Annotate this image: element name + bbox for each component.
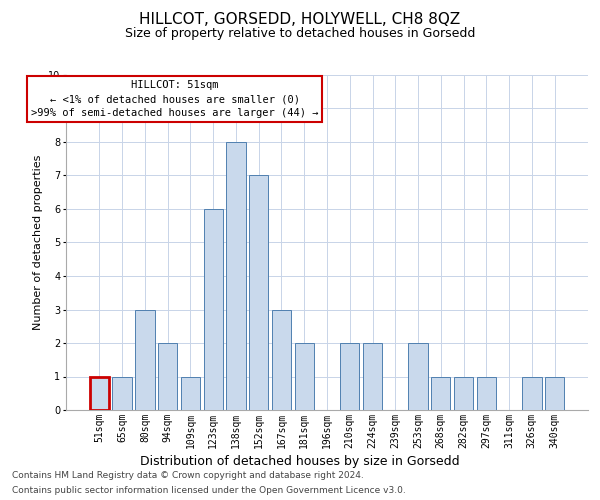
Bar bbox=[363, 343, 382, 410]
Bar bbox=[295, 343, 314, 410]
Bar bbox=[135, 310, 155, 410]
Bar bbox=[431, 376, 451, 410]
Bar bbox=[476, 376, 496, 410]
Text: HILLCOT: 51sqm
← <1% of detached houses are smaller (0)
>99% of semi-detached ho: HILLCOT: 51sqm ← <1% of detached houses … bbox=[31, 80, 318, 118]
Y-axis label: Number of detached properties: Number of detached properties bbox=[32, 155, 43, 330]
Text: Size of property relative to detached houses in Gorsedd: Size of property relative to detached ho… bbox=[125, 28, 475, 40]
Bar bbox=[90, 376, 109, 410]
Bar bbox=[545, 376, 564, 410]
Text: Contains HM Land Registry data © Crown copyright and database right 2024.: Contains HM Land Registry data © Crown c… bbox=[12, 471, 364, 480]
Bar bbox=[249, 176, 268, 410]
Text: Contains public sector information licensed under the Open Government Licence v3: Contains public sector information licen… bbox=[12, 486, 406, 495]
Text: Distribution of detached houses by size in Gorsedd: Distribution of detached houses by size … bbox=[140, 455, 460, 468]
Bar bbox=[112, 376, 132, 410]
Text: HILLCOT, GORSEDD, HOLYWELL, CH8 8QZ: HILLCOT, GORSEDD, HOLYWELL, CH8 8QZ bbox=[139, 12, 461, 28]
Bar bbox=[181, 376, 200, 410]
Bar bbox=[409, 343, 428, 410]
Bar bbox=[203, 209, 223, 410]
Bar bbox=[226, 142, 245, 410]
Bar bbox=[522, 376, 542, 410]
Bar bbox=[158, 343, 178, 410]
Bar bbox=[340, 343, 359, 410]
Bar bbox=[272, 310, 291, 410]
Bar bbox=[454, 376, 473, 410]
